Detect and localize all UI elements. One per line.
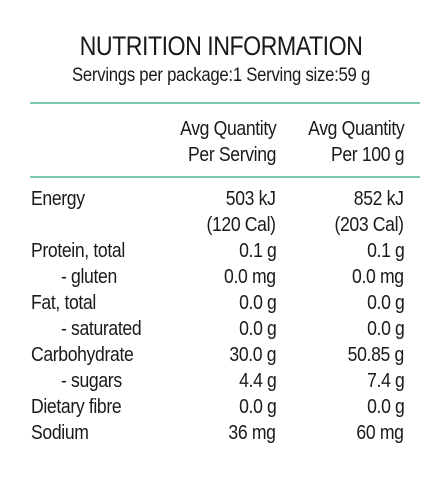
row-per100-carbohydrate: 50.85 g [347,344,405,366]
row-serving-energy: 503 kJ [226,188,276,210]
row-name-saturated: - saturated [61,318,142,340]
row-serving-carbohydrate: 30.0 g [229,344,276,366]
row-name-gluten: - gluten [61,266,117,288]
per100-header-line1: Avg Quantity [307,118,405,140]
servings-info: Servings per package:1 Serving size:59 g [71,65,371,86]
row-name-energy: Energy [31,188,85,210]
row-serving-energy-cal: (120 Cal) [206,214,277,236]
row-serving-fat: 0.0 g [238,292,277,314]
row-name-protein: Protein, total [31,240,125,262]
row-name-sugars: - sugars [61,370,122,392]
row-name-fibre: Dietary fibre [31,396,122,418]
row-name-sodium: Sodium [31,422,89,444]
row-per100-fibre: 0.0 g [366,396,405,418]
row-serving-sodium: 36 mg [228,422,277,444]
row-per100-energy-cal: (203 Cal) [334,214,405,236]
row-per100-saturated: 0.0 g [366,318,405,340]
header-divider [30,176,420,178]
row-per100-energy: 852 kJ [354,188,404,210]
row-per100-protein: 0.1 g [366,240,405,262]
row-name-fat: Fat, total [31,292,96,314]
row-per100-gluten: 0.0 mg [352,266,404,288]
panel-title: NUTRITION INFORMATION [79,31,363,61]
row-per100-sodium: 60 mg [356,422,405,444]
per100-header-line2: Per 100 g [330,144,405,166]
row-per100-fat: 0.0 g [366,292,405,314]
row-per100-sugars: 7.4 g [366,370,405,392]
top-divider [30,102,420,104]
row-name-carbohydrate: Carbohydrate [31,344,134,366]
row-serving-protein: 0.1 g [238,240,277,262]
row-serving-fibre: 0.0 g [238,396,277,418]
row-serving-saturated: 0.0 g [238,318,277,340]
serving-header-line2: Per Serving [187,144,276,166]
row-serving-gluten: 0.0 mg [224,266,276,288]
row-serving-sugars: 4.4 g [238,370,277,392]
serving-header-line1: Avg Quantity [179,118,277,140]
